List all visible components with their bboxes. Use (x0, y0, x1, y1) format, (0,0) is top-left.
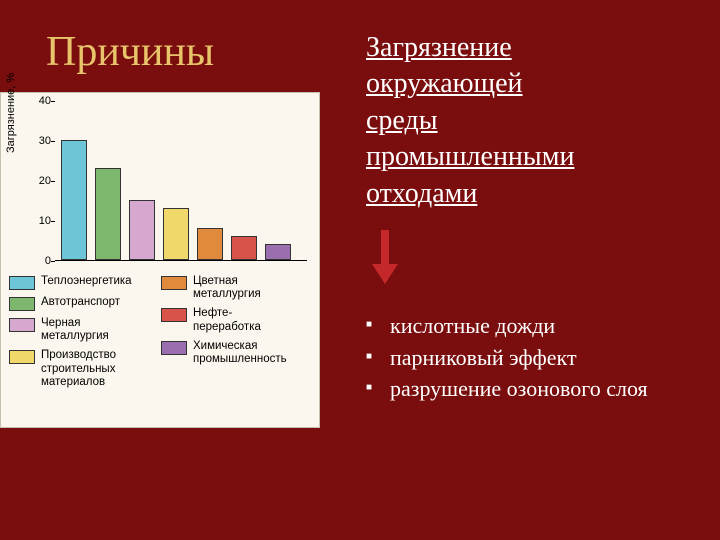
legend-swatch (161, 341, 187, 355)
legend-item: Чернаяметаллургия (9, 317, 161, 343)
legend-swatch (9, 318, 35, 332)
content-column: Загрязнениеокружающейсредыпромышленнымио… (366, 30, 696, 406)
legend-label: Производствостроительныхматериалов (41, 349, 116, 389)
bullet-list: кислотные дождипарниковый эффектразрушен… (366, 311, 696, 404)
down-arrow-icon (372, 230, 696, 289)
bar (95, 168, 121, 260)
legend-label: Нефте-переработка (193, 307, 261, 333)
chart-legend: Теплоэнергетика Автотранспорт Чернаяметалл… (9, 275, 313, 395)
legend-label: Чернаяметаллургия (41, 317, 109, 343)
legend-item: Химическаяпромышленность (161, 340, 313, 366)
bullet-item: разрушение озонового слоя (366, 374, 696, 404)
page-title: Причины (46, 28, 214, 76)
legend-item: Автотранспорт (9, 296, 161, 311)
legend-label: Цветнаяметаллургия (193, 275, 261, 301)
bar (231, 236, 257, 260)
legend-swatch (9, 276, 35, 290)
legend-swatch (161, 308, 187, 322)
legend-label: Теплоэнергетика (41, 275, 132, 288)
legend-item: Цветнаяметаллургия (161, 275, 313, 301)
y-tick-label: 10 (27, 215, 51, 227)
bar (265, 244, 291, 260)
legend-label: Автотранспорт (41, 296, 120, 309)
y-tick-label: 30 (27, 135, 51, 147)
legend-swatch (161, 276, 187, 290)
y-tick-label: 20 (27, 175, 51, 187)
bullet-item: кислотные дожди (366, 311, 696, 341)
bullet-item: парниковый эффект (366, 343, 696, 373)
y-tick-label: 0 (27, 255, 51, 267)
bar (163, 208, 189, 260)
y-tick-label: 40 (27, 95, 51, 107)
bar-plot: 010203040 (55, 101, 307, 261)
bar (61, 140, 87, 260)
legend-swatch (9, 350, 35, 364)
subtitle: Загрязнениеокружающейсредыпромышленнымио… (366, 30, 696, 212)
bar (129, 200, 155, 260)
legend-item: Производствостроительныхматериалов (9, 349, 161, 389)
legend-item: Нефте-переработка (161, 307, 313, 333)
bar (197, 228, 223, 260)
legend-swatch (9, 297, 35, 311)
legend-item: Теплоэнергетика (9, 275, 161, 290)
pollution-chart-panel: Загрязнение, % 010203040 Теплоэнергетика… (0, 92, 320, 428)
legend-label: Химическаяпромышленность (193, 340, 287, 366)
y-axis-label: Загрязнение, % (5, 73, 17, 153)
